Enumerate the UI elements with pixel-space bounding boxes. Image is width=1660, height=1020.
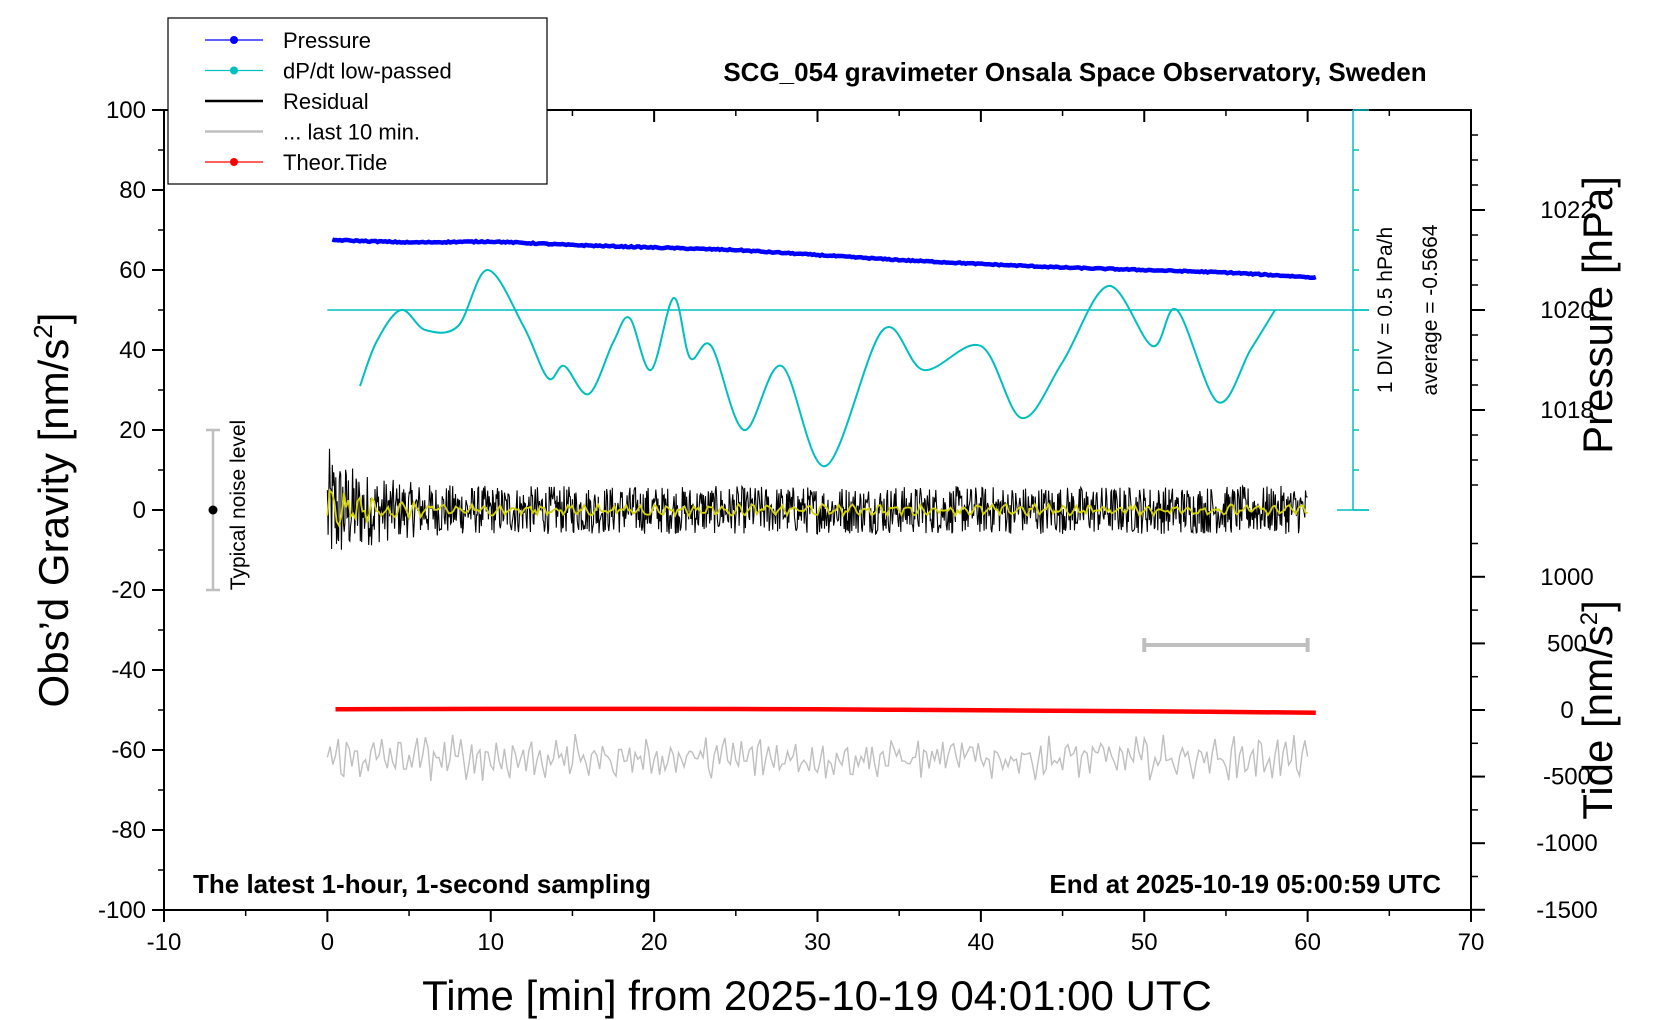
pressure-axis-ticks: 1018 1020 1022 [1471, 134, 1594, 486]
chart-subtitle-left: The latest 1-hour, 1-second sampling [193, 869, 651, 899]
dpdt-average-label: average = -0.5664 [1419, 224, 1442, 395]
dpdt-scale-label: 1 DIV = 0.5 hPa/h [1374, 227, 1397, 393]
pressure-tick-label: 1020 [1540, 297, 1593, 324]
noise-bar-center [208, 505, 218, 515]
tide-tick-label: 1000 [1540, 564, 1593, 591]
legend-label: Pressure [283, 28, 371, 53]
tide-tick-label: -1500 [1536, 897, 1597, 924]
y-axis-title-end: ] [30, 313, 77, 325]
x-axis-title: Time [min] from 2025-10-19 04:01:00 UTC [422, 972, 1212, 1019]
tide-tick-label: -1000 [1536, 830, 1597, 857]
legend-label: Residual [283, 89, 369, 114]
legend-marker [230, 66, 238, 75]
y-tick-label: 60 [119, 257, 146, 284]
x-tick-label: 60 [1294, 929, 1321, 956]
theor-tide-series [335, 706, 1316, 715]
tide-axis-title-sup: 2 [1576, 612, 1603, 625]
tide-tick-label: -500 [1543, 764, 1591, 791]
x-tick-label: -10 [147, 929, 182, 956]
tide-axis-title-end: ] [1574, 600, 1621, 612]
dpdt-scale-bar [327, 109, 1369, 511]
x-tick-label: 30 [804, 929, 831, 956]
chart-title: SCG_054 gravimeter Onsala Space Observat… [723, 57, 1426, 87]
y-axis-title-sup: 2 [28, 324, 58, 338]
y-tick-label: 0 [133, 497, 146, 524]
x-tick-label: 50 [1131, 929, 1158, 956]
last-10-min-series [326, 733, 1309, 782]
tide-axis-ticks: -1500 -1000 -500 0 500 1000 [1471, 542, 1598, 924]
pressure-series [331, 237, 1317, 280]
x-tick-label: 0 [321, 929, 334, 956]
x-tick-label: 70 [1458, 929, 1485, 956]
pressure-tick-label: 1018 [1540, 397, 1593, 424]
y-tick-label: 40 [119, 337, 146, 364]
chart-subtitle-right: End at 2025-10-19 05:00:59 UTC [1049, 869, 1441, 899]
tide-tick-label: 0 [1560, 697, 1573, 724]
y-tick-label: -40 [111, 657, 146, 684]
y-tick-label: -60 [111, 737, 146, 764]
pressure-axis-title: Pressure [hPa] [1574, 176, 1621, 454]
y-tick-label: 20 [119, 417, 146, 444]
x-tick-label: 40 [968, 929, 995, 956]
noise-level-label: Typical noise level [227, 420, 250, 590]
legend-label: ... last 10 min. [283, 120, 420, 145]
x-tick-label: 20 [641, 929, 668, 956]
y-tick-label: 80 [119, 177, 146, 204]
tide-axis-title-main: Tide [nm/s [1574, 625, 1621, 820]
tide-tick-label: 500 [1547, 630, 1587, 657]
x-axis-ticks: -10 0 10 20 30 40 50 60 70 [147, 110, 1485, 956]
legend: Pressure dP/dt low-passed Residual ... last… [167, 17, 548, 185]
legend-items: Pressure dP/dt low-passed Residual ... last… [205, 28, 452, 175]
pressure-tick-label: 1022 [1540, 197, 1593, 224]
tide-axis-title: Tide [nm/s2] [1574, 600, 1621, 820]
y-tick-label: -100 [98, 897, 146, 924]
y-tick-label: -80 [111, 817, 146, 844]
x-tick-label: 10 [477, 929, 504, 956]
y-axis-title: Obs’d Gravity [nm/s2] [28, 313, 77, 708]
y-axis-ticks: -100 -80 -60 -40 -20 0 20 40 60 80 100 [98, 97, 164, 924]
y-axis-title-main: Obs’d Gravity [nm/s [30, 339, 77, 708]
y-tick-label: 100 [106, 97, 146, 124]
smoothed-residual-series [326, 489, 1308, 528]
legend-label: Theor.Tide [283, 150, 387, 175]
y-tick-label: -20 [111, 577, 146, 604]
legend-marker [230, 158, 238, 166]
series-layer [326, 237, 1317, 782]
legend-marker [230, 36, 238, 44]
legend-label: dP/dt low-passed [283, 59, 452, 84]
noise-level-bar [206, 428, 221, 592]
dpdt-series [359, 268, 1276, 468]
residual-series [326, 448, 1308, 550]
